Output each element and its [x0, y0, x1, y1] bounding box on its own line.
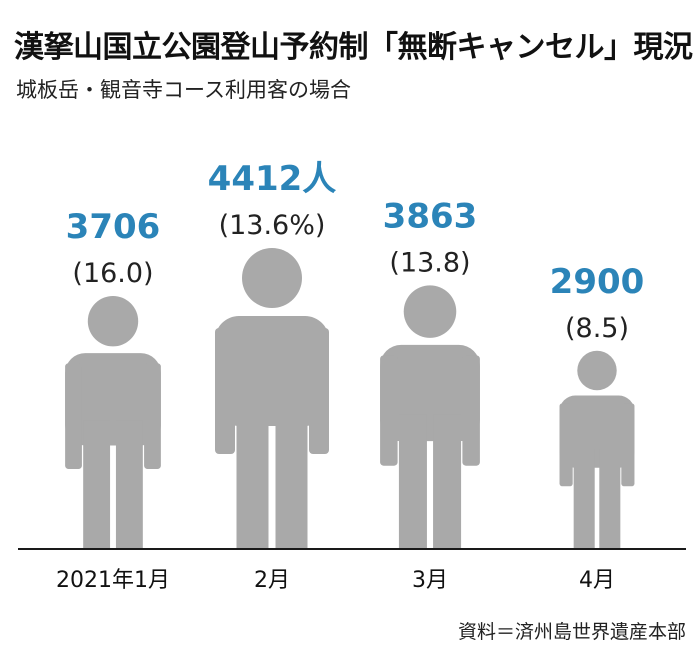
rate-label: (13.8) [389, 247, 470, 278]
person-figure [380, 285, 480, 548]
figure-head [242, 248, 302, 308]
chart-subtitle: 城板岳・観音寺コース利用客の場合 [16, 78, 351, 102]
person-figure [215, 248, 329, 548]
value-label: 3706 [66, 207, 161, 247]
person-figure [559, 350, 635, 548]
figure-left-arm [65, 363, 82, 470]
figure-right-arm [462, 355, 480, 466]
person-figure [65, 296, 161, 548]
figure-right-leg [599, 448, 621, 548]
figure-left-leg [236, 396, 269, 548]
rate-label: (16.0) [72, 258, 153, 289]
figure-left-arm [380, 355, 398, 466]
figure-left-leg [573, 448, 595, 548]
figure-head [87, 296, 139, 347]
category-label: 2021年1月 [56, 568, 170, 593]
rate-label: (13.6%) [219, 210, 326, 241]
figure-left-arm [215, 328, 235, 454]
figure-head [403, 285, 457, 338]
figure-right-arm [144, 363, 161, 470]
figure-right-leg [433, 414, 462, 548]
value-label: 2900 [550, 262, 645, 302]
category-label: 3月 [412, 568, 448, 593]
category-label: 2月 [254, 568, 290, 593]
figure-right-leg [115, 420, 143, 548]
figure-head [577, 350, 617, 391]
value-label: 4412人 [208, 159, 337, 199]
figure-left-leg [83, 420, 111, 548]
chart-title: 漢拏山国立公園登山予約制「無断キャンセル」現況 [14, 30, 693, 65]
category-label: 4月 [579, 568, 615, 593]
figure-left-arm [559, 403, 573, 487]
value-label: 3863 [383, 196, 478, 236]
figure-left-leg [398, 414, 427, 548]
figure-right-arm [621, 403, 635, 487]
rate-label: (8.5) [565, 313, 629, 344]
source-note: 資料＝済州島世界遺産本部 [457, 621, 686, 643]
figure-right-leg [275, 396, 308, 548]
figure-right-arm [309, 328, 329, 454]
